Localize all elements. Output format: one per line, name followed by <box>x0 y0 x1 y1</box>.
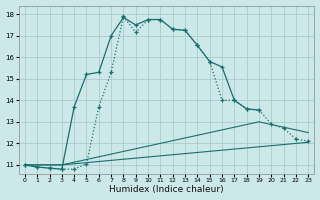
X-axis label: Humidex (Indice chaleur): Humidex (Indice chaleur) <box>109 185 224 194</box>
